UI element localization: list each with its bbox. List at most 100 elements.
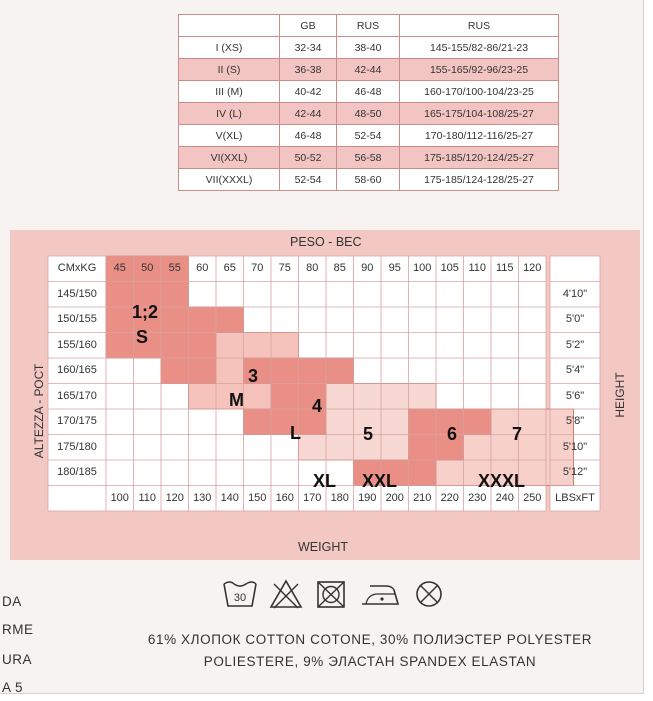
cm-tick-label: 145/150 xyxy=(57,287,97,300)
lbs-tick-label: 140 xyxy=(220,491,239,504)
lbs-tick-label: 100 xyxy=(110,491,129,504)
kg-tick-label: 55 xyxy=(168,262,181,274)
size-table-cell: 42-44 xyxy=(336,58,400,81)
zone-s-size: S xyxy=(136,327,149,347)
size-table-cell: 52-54 xyxy=(279,168,337,191)
kg-tick-label: 120 xyxy=(523,262,542,274)
height-left-title: ALTEZZA - РОСТ xyxy=(32,363,46,459)
lbs-tick-label: 230 xyxy=(468,491,487,504)
cm-tick-label: 150/155 xyxy=(57,313,97,325)
size-table-cell: 46-48 xyxy=(336,80,400,103)
no-dry-clean-icon xyxy=(416,581,442,607)
edge-text-2: RME xyxy=(2,622,34,637)
cm-tick-label: 155/160 xyxy=(57,338,97,351)
cm-tick-label: 170/175 xyxy=(57,415,97,427)
lbs-tick-label: 240 xyxy=(495,491,514,504)
size-table: GB RUS RUS I (XS) 32-34 38-40 145-155/82-86… xyxy=(178,14,559,191)
corner-bottom-label: LBSxFT xyxy=(555,491,595,504)
corner-top-label: CMxKG xyxy=(57,262,97,274)
size-table-cell: 170-180/112-116/25-27 xyxy=(399,124,559,147)
edge-text-1: DA xyxy=(2,594,22,609)
care-icons: 30 xyxy=(222,578,446,610)
size-table-cell: III (M) xyxy=(178,80,280,103)
edge-text-4: A 5 xyxy=(2,680,24,695)
edge-text-3: URA xyxy=(2,652,33,667)
size-table-cell: 145-155/82-86/21-23 xyxy=(399,36,559,59)
kg-tick-label: 100 xyxy=(413,262,432,274)
wash-temp-label: 30 xyxy=(234,592,246,604)
no-tumble-dry-icon xyxy=(317,581,345,608)
zone-xxxl-number: 7 xyxy=(512,424,523,444)
size-table-cell: 155-165/92-96/23-25 xyxy=(399,58,559,81)
size-table-cell: 38-40 xyxy=(336,36,400,59)
kg-tick-label: 45 xyxy=(113,262,126,274)
zone-l-number: 4 xyxy=(312,396,323,416)
lbs-tick-label: 170 xyxy=(303,491,322,504)
lbs-tick-label: 250 xyxy=(523,491,542,504)
iron-low-icon xyxy=(362,585,400,605)
kg-tick-label: 95 xyxy=(388,262,401,274)
zone-xxl-size: XXL xyxy=(362,471,398,491)
ft-tick-label: 5'10" xyxy=(562,440,588,453)
size-table-cell: 58-60 xyxy=(336,168,400,191)
zone-xl-size: XL xyxy=(313,471,337,491)
zone-m-size: M xyxy=(229,390,244,410)
header-cell: GB xyxy=(279,14,337,37)
lbs-tick-label: 220 xyxy=(440,491,459,504)
size-table-row: VII(XXXL) 52-54 58-60 175-185/124-128/25-27 xyxy=(178,168,559,191)
zone-m-number: 3 xyxy=(248,366,259,386)
size-table-cell: V(XL) xyxy=(178,124,280,147)
lbs-tick-label: 150 xyxy=(248,491,267,504)
wash-30-icon: 30 xyxy=(223,581,257,607)
weight-bottom-title: WEIGHT xyxy=(298,540,348,554)
ft-tick-label: 5'2" xyxy=(565,338,585,351)
header-cell: RUS xyxy=(336,14,400,37)
kg-tick-label: 110 xyxy=(468,262,487,274)
ft-tick-label: 5'0" xyxy=(565,313,585,325)
ft-tick-label: 5'12" xyxy=(562,466,588,478)
ft-tick-label: 5'4" xyxy=(565,364,585,376)
ft-tick-label: 5'6" xyxy=(565,389,585,402)
size-table-cell: 36-38 xyxy=(279,58,337,81)
header-cell: RUS xyxy=(399,14,559,37)
kg-tick-label: 70 xyxy=(251,262,264,274)
height-right-title: HEIGHT xyxy=(613,372,627,418)
kg-tick-label: 75 xyxy=(278,262,291,274)
cm-tick-label: 160/165 xyxy=(57,364,97,376)
lbs-tick-label: 190 xyxy=(358,491,377,504)
size-table-row: III (M) 40-42 46-48 160-170/100-104/23-25 xyxy=(178,80,559,103)
size-table-cell: 50-52 xyxy=(279,146,337,169)
cm-tick-label: 175/180 xyxy=(57,440,97,453)
lbs-tick-label: 130 xyxy=(193,491,212,504)
kg-tick-label: 105 xyxy=(440,262,459,274)
weight-top-title: PESO - ВЕС xyxy=(290,235,362,249)
zone-xxxl-size: XXXL xyxy=(478,471,526,491)
size-table-cell: 32-34 xyxy=(279,36,337,59)
ft-tick-label: 4'10" xyxy=(562,287,588,300)
lbs-tick-label: 160 xyxy=(275,491,294,504)
size-table-header: GB RUS RUS xyxy=(178,14,559,37)
fabric-composition-line-1: 61% ХЛОПОК COTTON COTONE, 30% ПОЛИЭСТЕР … xyxy=(147,632,593,647)
size-table-cell: II (S) xyxy=(178,58,280,81)
kg-tick-label: 115 xyxy=(495,262,514,274)
zone-xl-number: 5 xyxy=(363,424,374,444)
size-table-row: II (S) 36-38 42-44 155-165/92-96/23-25 xyxy=(178,58,559,81)
kg-tick-label: 80 xyxy=(306,262,319,274)
size-table-cell: 160-170/100-104/23-25 xyxy=(399,80,559,103)
size-table-cell: I (XS) xyxy=(178,36,280,59)
lbs-tick-label: 200 xyxy=(385,491,404,504)
kg-tick-label: 90 xyxy=(361,262,374,274)
zone-l-size: L xyxy=(290,423,301,443)
kg-tick-label: 50 xyxy=(141,262,154,274)
kg-tick-label: 85 xyxy=(333,262,346,274)
no-bleach-icon xyxy=(269,579,303,609)
zone-s-number: 1;2 xyxy=(132,302,159,322)
size-table-row: V(XL) 46-48 52-54 170-180/112-116/25-27 xyxy=(178,124,559,147)
ft-tick-label: 5'8" xyxy=(565,415,585,427)
size-table-row: I (XS) 32-34 38-40 145-155/82-86/21-23 xyxy=(178,36,559,59)
cm-tick-label: 180/185 xyxy=(57,466,97,478)
size-table-cell: 165-175/104-108/25-27 xyxy=(399,102,559,125)
size-table-cell: 175-185/124-128/25-27 xyxy=(399,168,559,191)
cm-tick-label: 165/170 xyxy=(57,389,97,402)
